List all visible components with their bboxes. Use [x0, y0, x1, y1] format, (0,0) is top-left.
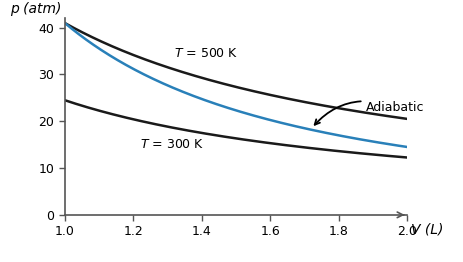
Text: Adiabatic: Adiabatic [315, 101, 425, 125]
Text: V (L): V (L) [411, 223, 443, 237]
Text: p (atm): p (atm) [10, 2, 62, 16]
Text: $T$ = 500 K: $T$ = 500 K [175, 47, 239, 60]
Text: $T$ = 300 K: $T$ = 300 K [140, 138, 205, 151]
